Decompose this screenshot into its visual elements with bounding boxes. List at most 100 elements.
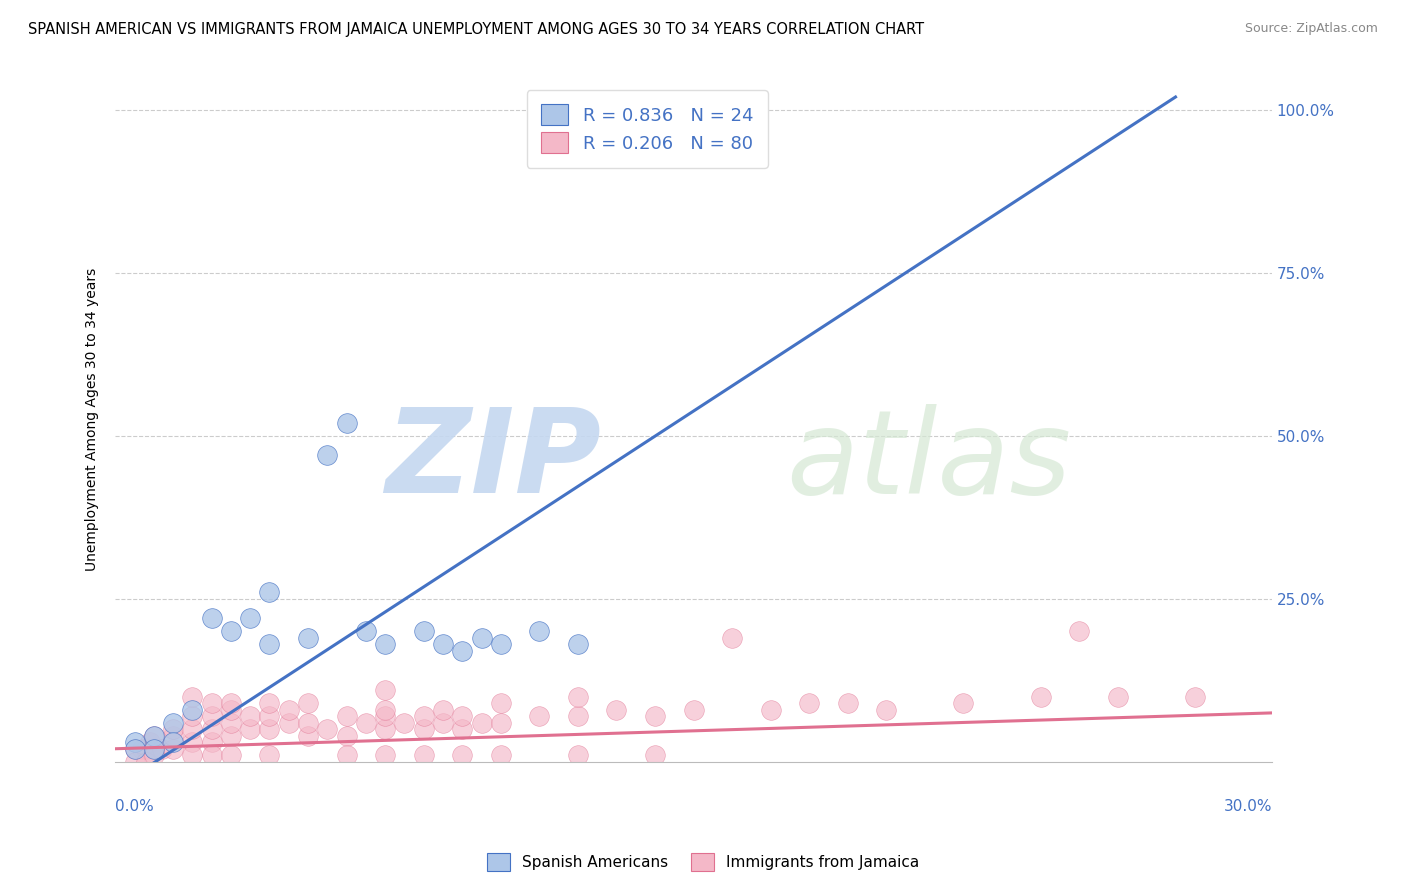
Point xyxy=(412,722,434,736)
Point xyxy=(432,715,454,730)
Text: 30.0%: 30.0% xyxy=(1223,799,1272,814)
Point xyxy=(124,755,146,769)
Point xyxy=(567,748,589,763)
Point xyxy=(219,624,242,639)
Point xyxy=(374,748,396,763)
Point xyxy=(470,715,492,730)
Point xyxy=(259,696,281,710)
Point xyxy=(201,611,224,625)
Point xyxy=(682,703,704,717)
Point xyxy=(567,690,589,704)
Point xyxy=(124,741,146,756)
Point xyxy=(259,709,281,723)
Text: atlas: atlas xyxy=(786,404,1071,517)
Point xyxy=(142,741,165,756)
Point xyxy=(374,703,396,717)
Point xyxy=(181,735,204,749)
Text: ZIP: ZIP xyxy=(385,403,600,518)
Point xyxy=(297,715,319,730)
Point xyxy=(412,748,434,763)
Point xyxy=(181,690,204,704)
Point xyxy=(721,631,744,645)
Point xyxy=(142,748,165,763)
Point xyxy=(1107,690,1129,704)
Point xyxy=(374,709,396,723)
Point xyxy=(135,741,157,756)
Point xyxy=(412,709,434,723)
Text: Source: ZipAtlas.com: Source: ZipAtlas.com xyxy=(1244,22,1378,36)
Point xyxy=(451,748,474,763)
Point xyxy=(162,715,184,730)
Point xyxy=(219,748,242,763)
Point xyxy=(451,709,474,723)
Legend: Spanish Americans, Immigrants from Jamaica: Spanish Americans, Immigrants from Jamai… xyxy=(481,847,925,877)
Point xyxy=(489,715,512,730)
Point xyxy=(451,644,474,658)
Point xyxy=(875,703,897,717)
Point xyxy=(412,624,434,639)
Point xyxy=(489,637,512,651)
Point xyxy=(336,709,359,723)
Point xyxy=(489,696,512,710)
Point xyxy=(259,722,281,736)
Point xyxy=(139,735,162,749)
Point xyxy=(162,722,184,736)
Point xyxy=(374,683,396,698)
Point xyxy=(336,416,359,430)
Y-axis label: Unemployment Among Ages 30 to 34 years: Unemployment Among Ages 30 to 34 years xyxy=(86,268,100,571)
Point xyxy=(336,729,359,743)
Point xyxy=(354,715,377,730)
Point xyxy=(124,735,146,749)
Point xyxy=(489,748,512,763)
Point xyxy=(259,748,281,763)
Point xyxy=(219,696,242,710)
Point xyxy=(162,735,184,749)
Point xyxy=(336,748,359,763)
Point xyxy=(297,631,319,645)
Point xyxy=(837,696,859,710)
Point xyxy=(799,696,821,710)
Text: 0.0%: 0.0% xyxy=(115,799,155,814)
Point xyxy=(135,755,157,769)
Point xyxy=(142,741,165,756)
Point xyxy=(354,624,377,639)
Point xyxy=(605,703,627,717)
Point xyxy=(259,585,281,599)
Point xyxy=(219,729,242,743)
Point xyxy=(374,637,396,651)
Point xyxy=(201,735,224,749)
Point xyxy=(201,696,224,710)
Point xyxy=(451,722,474,736)
Point xyxy=(277,715,299,730)
Point xyxy=(219,715,242,730)
Point xyxy=(567,709,589,723)
Point xyxy=(162,729,184,743)
Point xyxy=(181,722,204,736)
Point xyxy=(142,729,165,743)
Point xyxy=(142,729,165,743)
Point xyxy=(181,703,204,717)
Point xyxy=(644,748,666,763)
Point xyxy=(162,741,184,756)
Point xyxy=(239,709,262,723)
Text: SPANISH AMERICAN VS IMMIGRANTS FROM JAMAICA UNEMPLOYMENT AMONG AGES 30 TO 34 YEA: SPANISH AMERICAN VS IMMIGRANTS FROM JAMA… xyxy=(28,22,924,37)
Point xyxy=(529,709,551,723)
Point xyxy=(567,637,589,651)
Point xyxy=(316,449,339,463)
Point xyxy=(952,696,974,710)
Point xyxy=(1069,624,1091,639)
Point xyxy=(201,722,224,736)
Point xyxy=(239,611,262,625)
Point xyxy=(131,741,153,756)
Point xyxy=(150,741,173,756)
Point xyxy=(1184,690,1206,704)
Point xyxy=(470,631,492,645)
Point xyxy=(124,741,146,756)
Point xyxy=(181,748,204,763)
Point xyxy=(259,637,281,651)
Point xyxy=(201,748,224,763)
Point xyxy=(529,624,551,639)
Point xyxy=(316,722,339,736)
Legend: R = 0.836   N = 24, R = 0.206   N = 80: R = 0.836 N = 24, R = 0.206 N = 80 xyxy=(527,90,768,168)
Point xyxy=(181,709,204,723)
